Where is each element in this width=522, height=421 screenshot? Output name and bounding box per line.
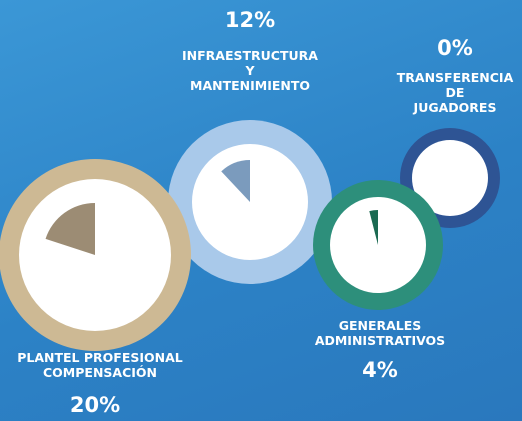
wedge (221, 160, 250, 202)
value-label: 4% (362, 358, 398, 382)
value-label: 20% (69, 393, 121, 417)
category-label: INFRAESTRUCTURA Y MANTENIMIENTO (182, 48, 318, 93)
category-label: PLANTEL PROFESIONAL COMPENSACIÓN (17, 350, 183, 380)
value-label: 12% (224, 8, 276, 32)
wedge (369, 210, 378, 245)
disc (412, 140, 488, 216)
value-label: 0% (437, 36, 473, 60)
category-label: TRANSFERENCIA DE JUGADORES (396, 70, 514, 115)
wedge (45, 203, 95, 255)
category-label: GENERALES ADMINISTRATIVOS (314, 318, 446, 348)
